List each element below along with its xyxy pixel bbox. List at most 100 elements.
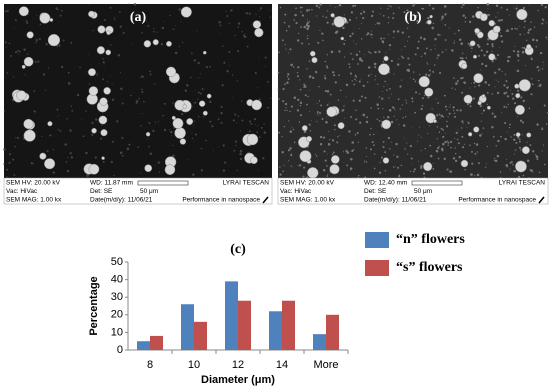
sem-texture: [382, 14, 385, 17]
sem-texture: [447, 144, 449, 147]
sem-texture: [442, 116, 445, 118]
sem-texture: [541, 22, 544, 25]
sem-particle: [206, 93, 212, 99]
sem-texture: [364, 54, 365, 55]
sem-texture: [57, 9, 59, 11]
sem-texture: [116, 120, 119, 123]
sem-texture: [355, 53, 359, 57]
sem-texture: [282, 100, 285, 103]
sem-texture: [149, 73, 152, 76]
sem-texture: [487, 7, 489, 9]
sem-texture: [60, 65, 64, 69]
sem-texture: [428, 69, 431, 72]
sem-texture: [282, 88, 285, 91]
sem-texture: [398, 58, 400, 60]
sem-texture: [138, 97, 140, 100]
sem-texture: [238, 23, 240, 25]
bar: [269, 311, 282, 350]
sem-texture: [91, 121, 94, 124]
sem-texture: [319, 3, 322, 6]
sem-texture: [458, 155, 461, 159]
sem-texture: [316, 113, 318, 115]
bar: [150, 335, 163, 350]
panel-label: (a): [130, 10, 147, 25]
sem-texture: [191, 106, 193, 108]
sem-texture: [218, 146, 220, 148]
sem-texture: [436, 146, 440, 150]
sem-texture: [339, 135, 341, 137]
sem-texture: [513, 169, 517, 173]
sem-texture: [332, 71, 335, 74]
sem-texture: [357, 176, 359, 178]
sem-particle: [467, 132, 473, 137]
sem-particle: [251, 99, 263, 111]
sem-texture: [348, 18, 352, 22]
sem-texture: [266, 38, 268, 40]
sem-particle: [143, 40, 152, 48]
sem-texture: [285, 29, 288, 32]
sem-texture: [319, 29, 321, 32]
sem-particle: [88, 163, 100, 175]
sem-texture: [456, 80, 459, 83]
sem-texture: [437, 157, 440, 160]
sem-texture: [451, 87, 453, 89]
sem-texture: [329, 93, 332, 96]
sem-particle: [180, 6, 192, 18]
sem-texture: [431, 156, 433, 158]
sem-texture: [94, 156, 97, 159]
info-text: Performance in nanospace: [182, 197, 260, 204]
sem-texture: [284, 109, 286, 112]
sem-particle: [477, 100, 482, 106]
sem-texture: [530, 21, 532, 23]
sem-texture: [121, 102, 124, 105]
sem-texture: [9, 153, 12, 156]
sem-texture: [402, 56, 405, 59]
sem-texture: [220, 121, 223, 124]
sem-texture: [399, 108, 401, 110]
sem-texture: [308, 123, 311, 126]
sem-texture: [443, 5, 447, 8]
sem-texture: [245, 12, 248, 15]
sem-particle: [474, 28, 480, 34]
sem-particle: [96, 46, 105, 55]
sem-texture: [462, 14, 465, 17]
sem-texture: [532, 150, 535, 153]
sem-texture: [119, 25, 122, 28]
sem-texture: [290, 63, 293, 67]
sem-particle: [418, 76, 430, 88]
sem-texture: [461, 57, 464, 60]
sem-particle: [202, 50, 207, 55]
sem-texture: [308, 9, 311, 11]
sem-texture: [284, 13, 287, 16]
sem-texture: [254, 71, 257, 75]
sem-texture: [504, 122, 507, 125]
sem-texture: [76, 93, 80, 97]
sem-texture: [137, 146, 140, 148]
sem-texture: [316, 103, 318, 105]
sem-texture: [299, 104, 302, 107]
sem-texture: [398, 174, 401, 177]
sem-texture: [461, 76, 464, 79]
sem-texture: [288, 52, 289, 54]
sem-texture: [106, 81, 108, 83]
y-tick-label: 10: [111, 326, 123, 338]
y-tick-label: 20: [111, 309, 123, 321]
sem-texture: [512, 164, 514, 166]
sem-texture: [64, 143, 67, 146]
info-text: Performance in nanospace: [458, 197, 536, 204]
sem-texture: [237, 26, 240, 28]
sem-particle: [44, 158, 56, 170]
sem-texture: [314, 70, 318, 74]
sem-texture: [160, 43, 164, 46]
sem-particle: [21, 64, 26, 69]
sem-texture: [510, 161, 513, 164]
sem-texture: [442, 135, 445, 139]
sem-texture: [128, 3, 130, 5]
sem-texture: [288, 160, 290, 162]
sem-texture: [491, 126, 494, 129]
sem-texture: [225, 10, 227, 13]
sem-texture: [191, 52, 193, 55]
sem-texture: [385, 52, 387, 53]
sem-texture: [141, 90, 144, 93]
sem-texture: [418, 160, 420, 162]
